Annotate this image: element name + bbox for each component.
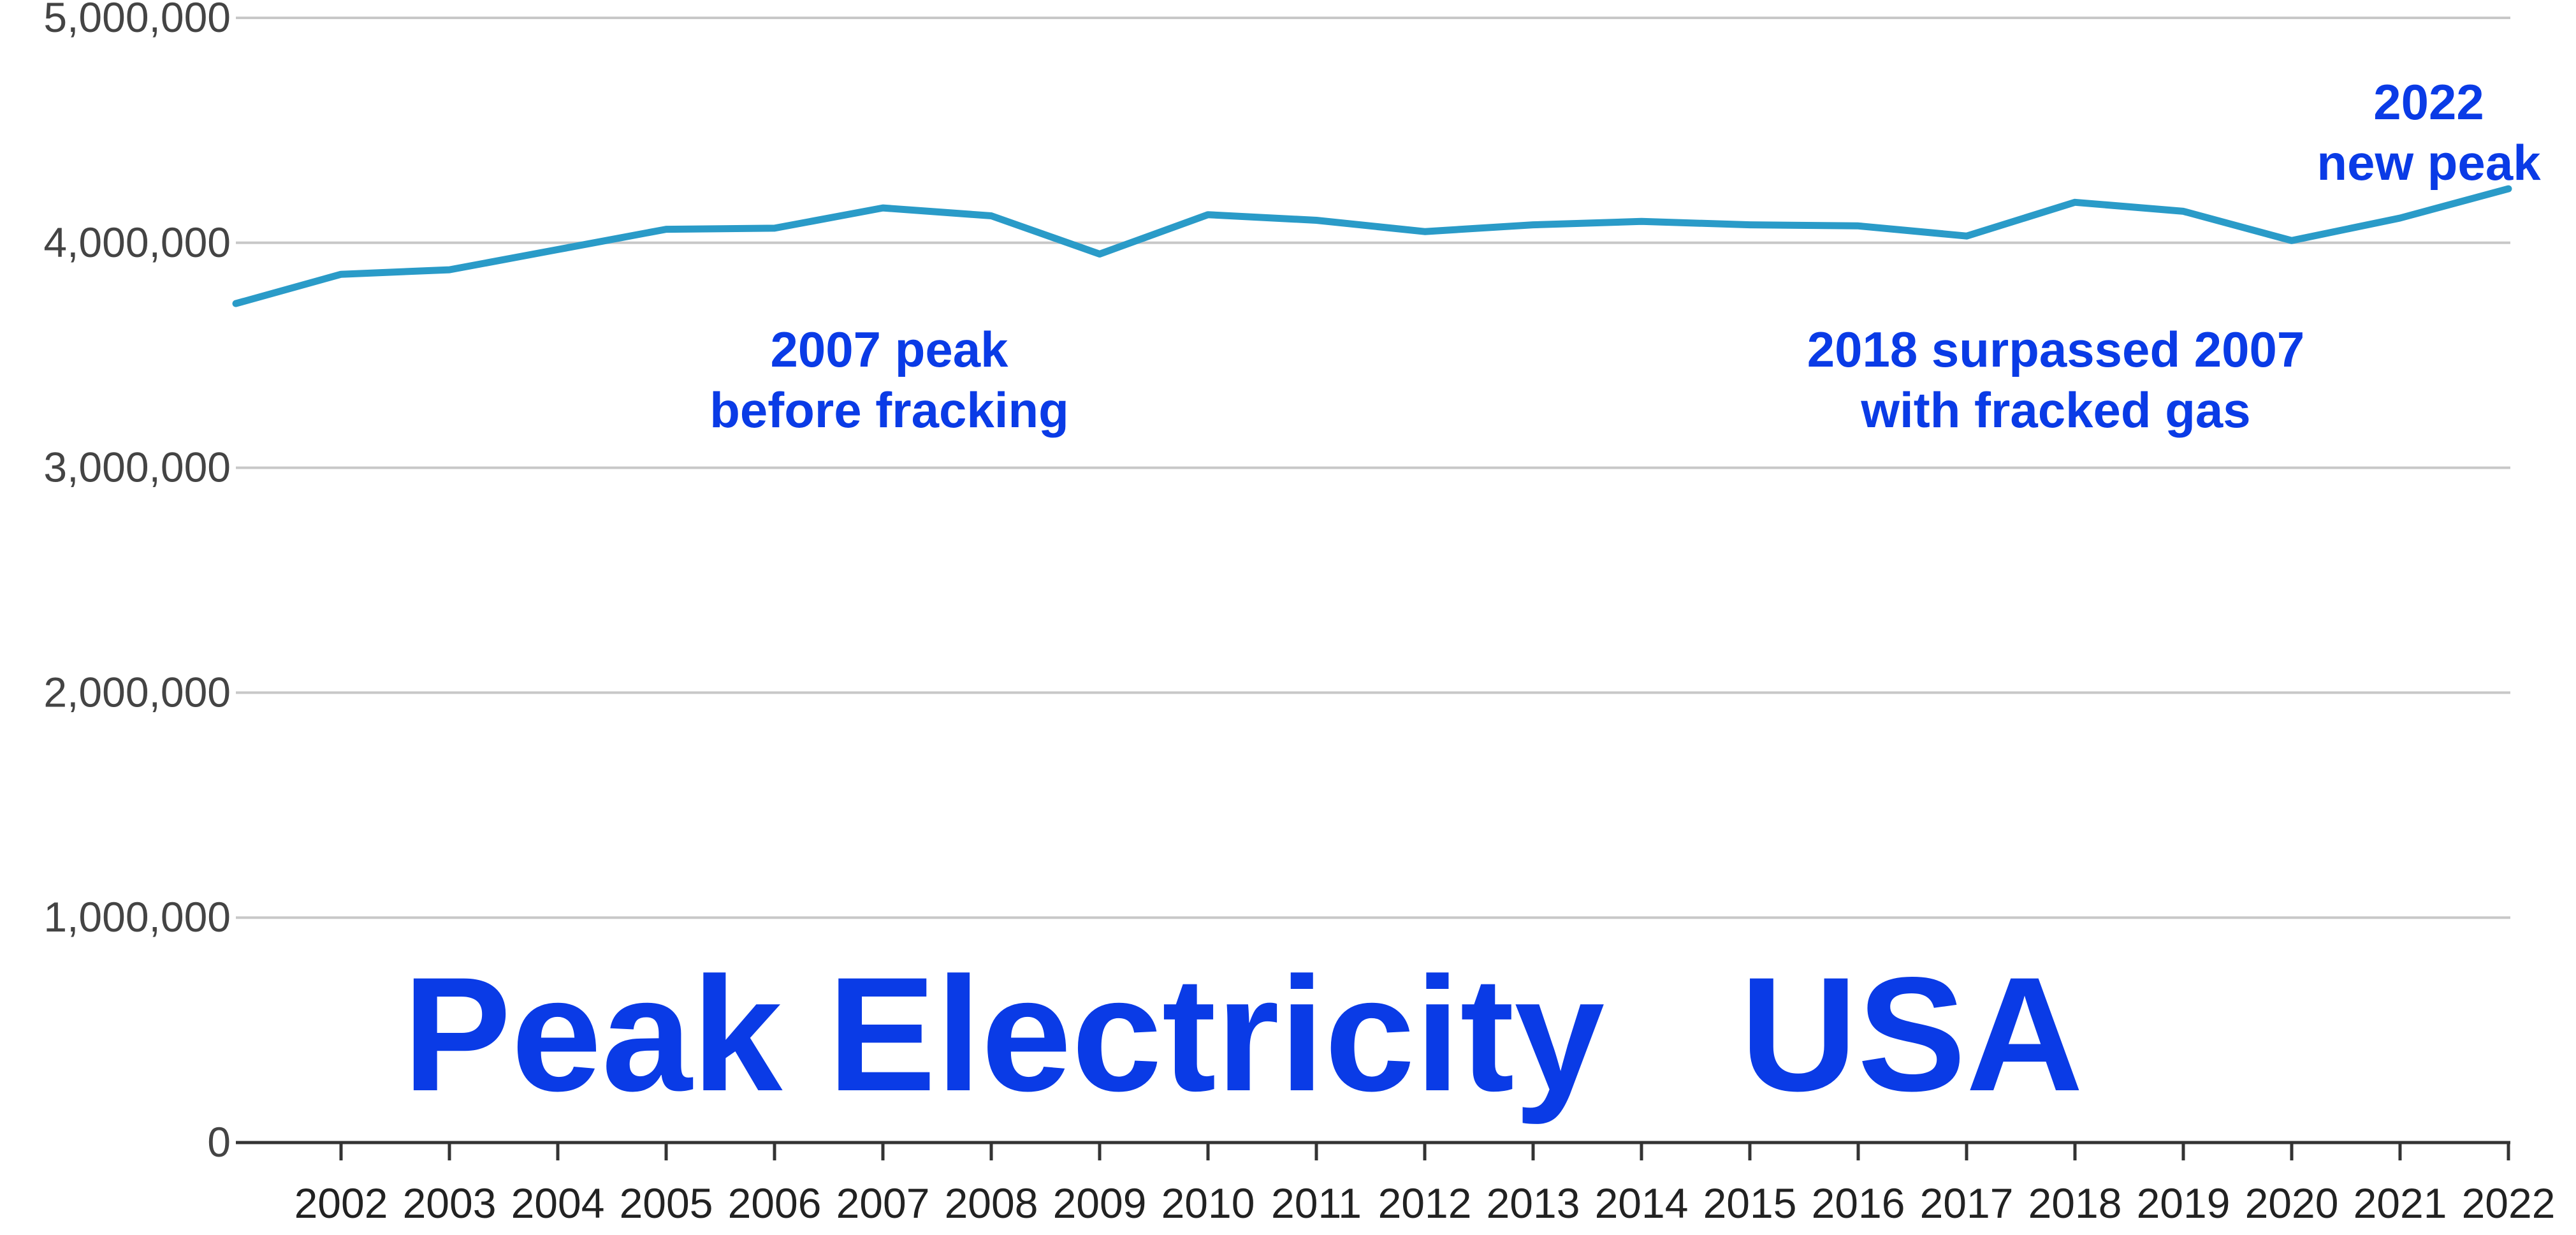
data-point bbox=[1749, 223, 1751, 226]
data-point bbox=[1315, 219, 1318, 222]
series-layer bbox=[232, 185, 2512, 307]
data-point bbox=[773, 226, 776, 230]
x-tick-label: 2007 bbox=[836, 1180, 930, 1227]
annotation-line: 2022 bbox=[2373, 74, 2484, 130]
data-point bbox=[1857, 224, 1859, 228]
x-tick-label: 2013 bbox=[1487, 1180, 1580, 1227]
data-point bbox=[1098, 252, 1101, 256]
x-tick-label: 2017 bbox=[1920, 1180, 2014, 1227]
x-tick-label: 2006 bbox=[728, 1180, 822, 1227]
y-tick-label: 3,000,000 bbox=[43, 444, 231, 491]
x-tick-label: 2003 bbox=[403, 1180, 497, 1227]
data-point bbox=[1423, 230, 1426, 233]
annotation-line: with fracked gas bbox=[1860, 382, 2250, 438]
y-tick-label: 2,000,000 bbox=[43, 668, 231, 715]
data-point bbox=[557, 248, 559, 251]
x-tick-label: 2010 bbox=[1161, 1180, 1255, 1227]
y-tick-label: 0 bbox=[207, 1118, 231, 1166]
annotation-line: new peak bbox=[2317, 135, 2541, 191]
data-point bbox=[448, 268, 451, 272]
x-tick-label: 2005 bbox=[620, 1180, 713, 1227]
data-point bbox=[1965, 235, 1968, 238]
x-tick-label: 2020 bbox=[2245, 1180, 2339, 1227]
x-tick-label: 2002 bbox=[295, 1180, 388, 1227]
x-tick-label: 2008 bbox=[945, 1180, 1038, 1227]
data-point bbox=[2290, 239, 2293, 242]
series-line bbox=[232, 185, 2512, 307]
data-point bbox=[2399, 216, 2401, 219]
x-tick-label: 2022 bbox=[2462, 1180, 2556, 1227]
data-point bbox=[340, 273, 342, 276]
data-point bbox=[2182, 210, 2185, 213]
y-axis-tick-labels: 0 1,000,000 2,000,000 3,000,000 4,000,000 5,0… bbox=[43, 0, 231, 1166]
chart-title: Peak Electricity USA bbox=[403, 944, 2083, 1125]
y-tick-label: 5,000,000 bbox=[43, 0, 231, 41]
gridlines bbox=[236, 17, 2510, 919]
annotation-line: 2018 surpassed 2007 bbox=[1807, 321, 2305, 377]
data-point bbox=[882, 207, 884, 210]
annotation-line: before fracking bbox=[709, 382, 1068, 438]
x-tick-label: 2014 bbox=[1595, 1180, 1689, 1227]
x-tick-label: 2015 bbox=[1703, 1180, 1797, 1227]
data-point bbox=[1532, 223, 1534, 226]
x-tick-label: 2016 bbox=[1812, 1180, 1905, 1227]
data-point bbox=[2507, 187, 2510, 191]
x-tick-label: 2019 bbox=[2137, 1180, 2230, 1227]
x-tick-label: 2018 bbox=[2028, 1180, 2122, 1227]
x-axis bbox=[236, 1141, 2510, 1160]
x-axis-tick-labels: 2002 2003 2004 2005 2006 2007 2008 2009 2010 2011… bbox=[295, 1180, 2556, 1227]
x-tick-label: 2009 bbox=[1053, 1180, 1147, 1227]
data-point bbox=[990, 214, 993, 217]
annotation-line: 2007 peak bbox=[771, 321, 1009, 377]
data-point bbox=[1207, 213, 1209, 216]
x-tick-label: 2004 bbox=[511, 1180, 605, 1227]
data-point bbox=[1640, 220, 1643, 223]
y-tick-label: 1,000,000 bbox=[43, 893, 231, 940]
y-tick-label: 4,000,000 bbox=[43, 219, 231, 266]
data-point bbox=[665, 228, 667, 231]
x-tick-label: 2021 bbox=[2354, 1180, 2447, 1227]
x-tick-label: 2012 bbox=[1378, 1180, 1472, 1227]
data-point bbox=[2074, 201, 2076, 204]
x-tick-label: 2011 bbox=[1271, 1180, 1362, 1227]
